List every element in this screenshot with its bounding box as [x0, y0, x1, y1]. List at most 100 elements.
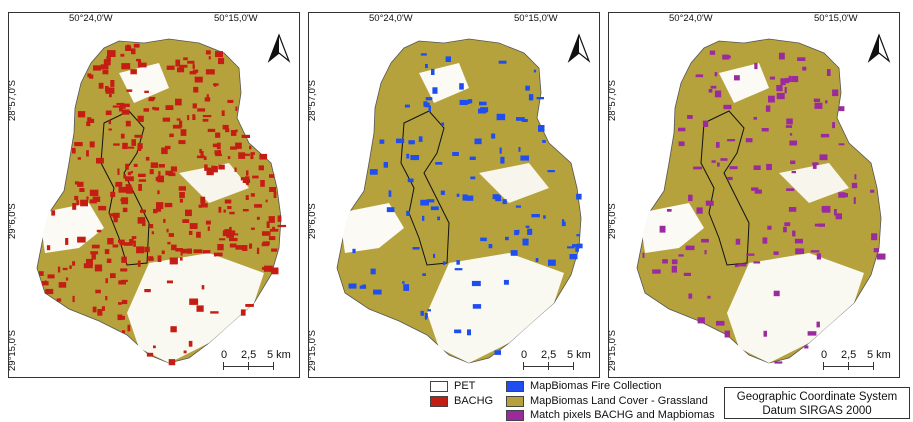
overlay-pixel	[671, 265, 677, 273]
overlay-pixel	[223, 209, 226, 213]
overlay-pixel	[424, 312, 428, 318]
overlay-pixel	[129, 239, 134, 244]
overlay-pixel	[753, 165, 761, 170]
overlay-pixel	[97, 309, 103, 316]
overlay-pixel	[527, 228, 533, 235]
scale-tick-2: 5 km	[267, 349, 291, 361]
legend-label-fire: MapBiomas Fire Collection	[530, 380, 662, 392]
overlay-pixel	[765, 105, 771, 112]
overlay-pixel	[157, 255, 162, 262]
scale-tick-1: 2,5	[241, 349, 257, 361]
overlay-pixel	[738, 263, 747, 267]
overlay-pixel	[678, 127, 686, 132]
overlay-pixel	[145, 156, 150, 161]
overlay-pixel	[854, 174, 857, 180]
overlay-pixel	[727, 176, 733, 181]
overlay-pixel	[158, 164, 165, 168]
overlay-pixel	[125, 163, 129, 170]
overlay-pixel	[271, 248, 278, 252]
overlay-pixel	[792, 230, 796, 237]
overlay-pixel	[138, 184, 142, 191]
overlay-pixel	[245, 176, 250, 180]
overlay-pixel	[45, 288, 54, 295]
overlay-pixel	[542, 140, 546, 143]
overlay-pixel	[167, 241, 171, 245]
overlay-pixel	[420, 310, 424, 316]
overlay-pixel	[108, 120, 112, 125]
overlay-pixel	[786, 118, 793, 125]
overlay-pixel	[149, 96, 156, 100]
overlay-pixel	[47, 274, 55, 279]
overlay-pixel	[180, 248, 190, 254]
overlay-pixel	[474, 138, 482, 145]
overlay-pixel	[134, 134, 143, 138]
overlay-pixel	[422, 215, 425, 221]
overlay-pixel	[207, 226, 210, 231]
overlay-pixel	[813, 98, 821, 102]
overlay-pixel	[441, 122, 445, 126]
overlay-pixel	[146, 352, 154, 357]
overlay-pixel	[767, 225, 772, 230]
overlay-pixel	[851, 182, 858, 189]
overlay-pixel	[229, 243, 237, 248]
legend-item-bachg: BACHG	[430, 395, 493, 407]
overlay-pixel	[235, 245, 244, 250]
overlay-pixel	[137, 260, 141, 267]
overlay-pixel	[678, 141, 685, 147]
overlay-pixel	[272, 226, 275, 232]
overlay-pixel	[518, 147, 521, 152]
overlay-pixel	[826, 69, 831, 76]
overlay-pixel	[94, 264, 103, 272]
overlay-pixel	[769, 76, 775, 80]
scale-tick-1: 2,5	[841, 349, 857, 361]
overlay-pixel	[250, 152, 254, 160]
overlay-pixel	[538, 125, 545, 132]
overlay-pixel	[207, 128, 216, 132]
overlay-pixel	[235, 106, 238, 111]
overlay-pixel	[138, 173, 146, 177]
overlay-pixel	[499, 147, 502, 154]
overlay-pixel	[404, 104, 410, 108]
overlay-pixel	[834, 209, 837, 216]
overlay-pixel	[245, 304, 254, 307]
overlay-pixel	[115, 181, 123, 187]
overlay-pixel	[420, 199, 429, 206]
scale-tick-0: 0	[221, 349, 228, 361]
overlay-pixel	[205, 220, 211, 225]
overlay-pixel	[469, 156, 476, 160]
overlay-pixel	[825, 100, 828, 104]
overlay-pixel	[118, 302, 122, 305]
overlay-pixel	[168, 172, 176, 177]
overlay-pixel	[408, 140, 415, 145]
overlay-pixel	[179, 192, 185, 198]
overlay-pixel	[118, 239, 125, 243]
overlay-pixel	[39, 271, 44, 276]
overlay-pixel	[762, 237, 768, 244]
overlay-pixel	[788, 75, 792, 83]
overlay-pixel	[229, 237, 238, 242]
overlay-pixel	[708, 90, 713, 93]
overlay-pixel	[707, 295, 711, 299]
overlay-pixel	[766, 163, 772, 171]
overlay-pixel	[120, 53, 125, 57]
overlay-pixel	[118, 280, 126, 285]
overlay-pixel	[215, 51, 223, 58]
overlay-pixel	[386, 207, 395, 213]
overlay-pixel	[500, 156, 505, 164]
overlay-pixel	[121, 103, 130, 107]
overlay-pixel	[156, 202, 164, 210]
overlay-pixel	[701, 238, 709, 243]
overlay-pixel	[155, 176, 164, 181]
overlay-pixel	[90, 251, 99, 255]
overlay-pixel	[210, 311, 219, 314]
overlay-pixel	[432, 87, 438, 94]
overlay-pixel	[467, 329, 471, 336]
lon-label-left: 50°24,0'W	[369, 13, 413, 24]
overlay-pixel	[685, 245, 695, 251]
overlay-pixel	[437, 216, 440, 221]
overlay-pixel	[200, 151, 204, 157]
lat-label-mid: 29°6,0'S	[8, 203, 18, 239]
overlay-pixel	[153, 209, 162, 212]
overlay-pixel	[704, 250, 707, 255]
overlay-pixel	[109, 94, 112, 98]
